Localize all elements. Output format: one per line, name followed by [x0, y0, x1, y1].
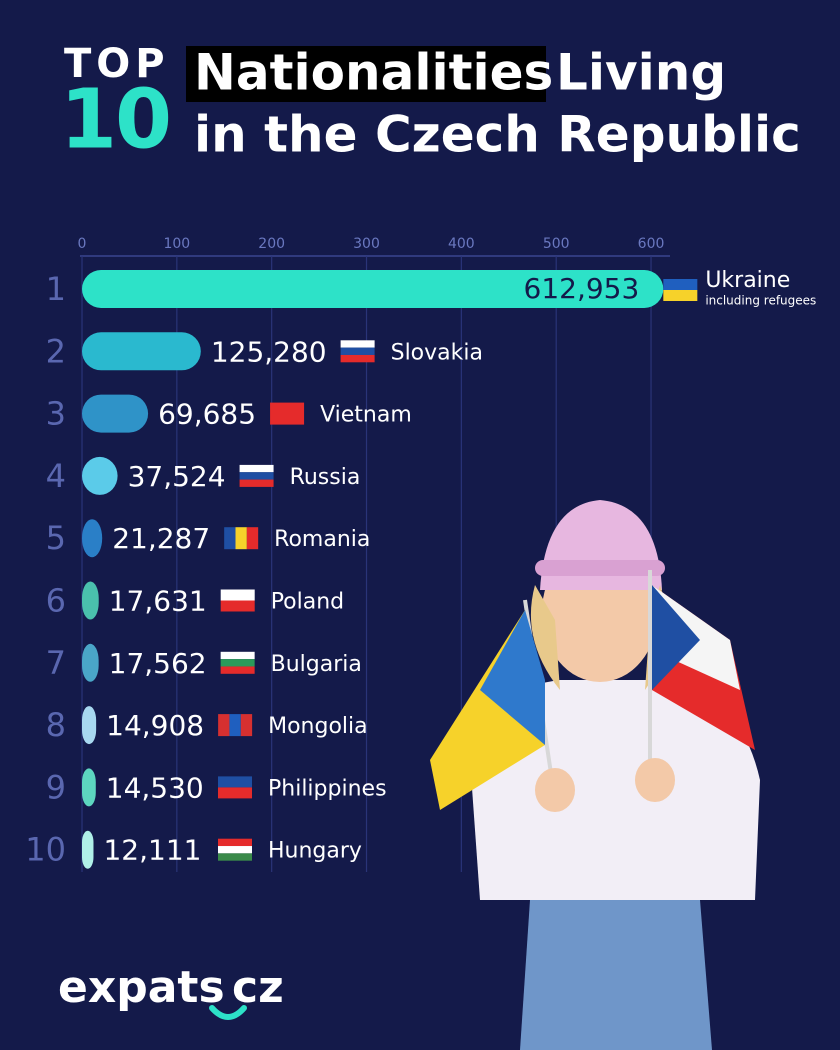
photo [430, 500, 760, 1050]
title-text: in the Czech Republic [194, 106, 801, 164]
flag-stripe [240, 714, 253, 737]
flag-stripe [218, 838, 252, 847]
flag-stripe [340, 340, 375, 348]
category-label: Russia [290, 465, 361, 490]
flag-stripe [340, 347, 375, 355]
x-tick-label: 500 [543, 236, 570, 252]
flag-stripe [663, 290, 698, 301]
rank-label: 5 [46, 519, 66, 557]
title-text: Living [556, 44, 726, 102]
category-label: Romania [274, 527, 370, 552]
rank-label: 6 [46, 582, 66, 620]
category-label: Vietnam [320, 403, 412, 428]
bar [82, 394, 149, 433]
value-label: 17,631 [109, 585, 207, 618]
flag-stripe [235, 527, 247, 550]
bar [82, 519, 103, 558]
bar [82, 456, 118, 495]
flag-stripe [663, 279, 698, 290]
rank-label: 2 [46, 332, 66, 370]
flag-stripe [239, 479, 274, 487]
flag-stripe [229, 714, 241, 737]
flag-stripe [218, 853, 252, 861]
annotation: including refugees [705, 294, 816, 308]
rank-label: 4 [46, 457, 66, 495]
category-label: Bulgaria [271, 652, 362, 677]
bar [82, 332, 201, 371]
rank-label: 10 [25, 831, 66, 869]
bar [82, 643, 99, 682]
flag-stripe [220, 666, 255, 674]
category-label: Hungary [268, 839, 362, 864]
bar [82, 581, 99, 620]
flag-stripe [340, 354, 375, 363]
flag-stripe [220, 589, 255, 601]
value-label: 12,111 [103, 834, 201, 867]
flag-stripe [270, 402, 305, 425]
title-highlight: Nationalities [194, 44, 553, 102]
flag-stripe [218, 846, 252, 854]
value-label: 612,953 [524, 272, 640, 305]
x-tick-label: 600 [638, 236, 665, 252]
category-label: Ukraine [705, 268, 790, 293]
title-highlight-box [186, 46, 546, 102]
category-label: Philippines [268, 776, 387, 801]
flag-stripe [239, 464, 274, 473]
flag-stripe [218, 776, 252, 788]
flag-stripe [218, 714, 230, 737]
flag-stripe [220, 600, 255, 612]
rank-label: 3 [46, 395, 66, 433]
rank-label: 1 [46, 270, 66, 308]
flag-stripe [220, 659, 255, 667]
x-tick-label: 400 [448, 236, 475, 252]
x-tick-label: 200 [258, 236, 285, 252]
value-label: 69,685 [158, 398, 256, 431]
logo: cz [232, 962, 284, 1013]
bar [82, 830, 94, 869]
value-label: 14,530 [106, 771, 204, 804]
x-tick-label: 0 [78, 236, 87, 252]
flag-stripe [220, 651, 255, 660]
bar [82, 706, 97, 745]
category-label: Poland [271, 590, 344, 615]
flag-stripe [246, 527, 259, 550]
rank-label: 7 [46, 644, 66, 682]
logo: expats [58, 962, 225, 1013]
value-label: 14,908 [106, 709, 204, 742]
value-label: 21,287 [112, 522, 210, 555]
category-label: Slovakia [391, 340, 483, 365]
title-top: TOP [64, 41, 170, 87]
category-label: Mongolia [268, 714, 368, 739]
flag-stripe [218, 787, 252, 799]
value-label: 37,524 [128, 460, 226, 493]
bar [82, 270, 664, 308]
bar [82, 768, 96, 807]
logo-smile [209, 1005, 247, 1020]
value-label: 17,562 [109, 647, 207, 680]
value-label: 125,280 [211, 335, 327, 368]
x-tick-label: 100 [163, 236, 190, 252]
flag-stripe [239, 472, 274, 480]
title-number: 10 [60, 72, 170, 167]
flag-stripe [224, 527, 236, 550]
x-tick-label: 300 [353, 236, 380, 252]
rank-label: 9 [46, 768, 66, 806]
rank-label: 8 [46, 706, 66, 744]
